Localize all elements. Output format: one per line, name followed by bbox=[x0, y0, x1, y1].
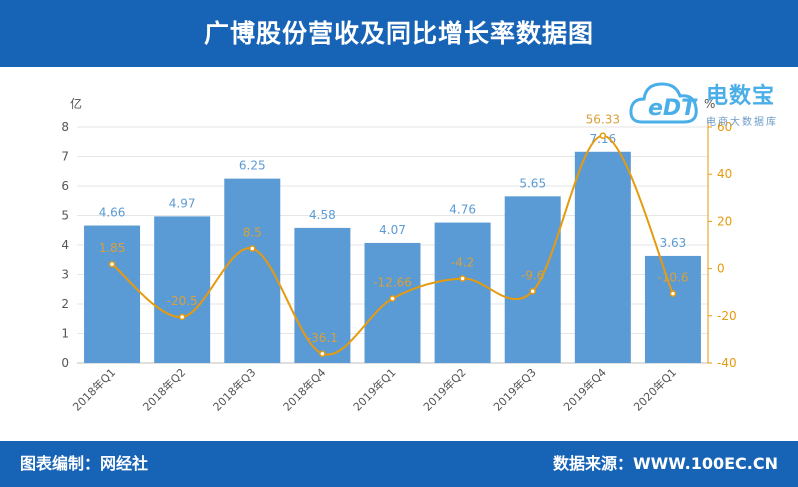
x-tick-label: 2019年Q2 bbox=[420, 365, 469, 414]
revenue-growth-chart: 0 1 2 3 4 5 6 7 8亿 -40 -20 0 20 40 60% 4.66 4.97 6.25 4.58… bbox=[61, 96, 737, 414]
growth-rate-point bbox=[529, 288, 536, 295]
growth-rate-label: -4.2 bbox=[451, 256, 474, 270]
growth-rate-label: -9.6 bbox=[521, 268, 544, 282]
y-tick-label: 5 bbox=[61, 209, 69, 223]
bar bbox=[504, 196, 561, 363]
bar-value-label: 5.65 bbox=[519, 176, 546, 190]
logo-badge: eDT bbox=[648, 96, 697, 121]
y2-tick-label: 60 bbox=[717, 120, 732, 134]
logo-main-text: 电数宝 bbox=[706, 84, 776, 109]
bar bbox=[574, 151, 631, 363]
bar-value-label: 4.66 bbox=[99, 206, 126, 220]
y-tick-label: 1 bbox=[61, 327, 69, 341]
y2-tick-label: 0 bbox=[717, 262, 725, 276]
bar bbox=[84, 225, 141, 363]
y2-tick-label: 20 bbox=[717, 214, 732, 228]
cloud-icon bbox=[629, 82, 698, 124]
y-tick-label: 7 bbox=[61, 150, 69, 164]
y-tick-label: 6 bbox=[61, 179, 69, 193]
growth-rate-point bbox=[108, 260, 116, 268]
growth-rate-point bbox=[389, 295, 396, 302]
x-tick-label: 2018年Q3 bbox=[210, 365, 259, 414]
growth-rate-point bbox=[178, 313, 186, 321]
growth-rate-label: -36.1 bbox=[307, 331, 338, 345]
bar-value-label: 6.25 bbox=[239, 159, 266, 173]
bar-value-label: 4.76 bbox=[449, 203, 476, 217]
x-tick-label: 2018年Q1 bbox=[70, 365, 119, 414]
x-tick-label: 2019年Q1 bbox=[350, 365, 399, 414]
y2-tick-label: -20 bbox=[717, 309, 737, 323]
bar-value-label: 4.07 bbox=[379, 223, 406, 237]
growth-rate-label: 8.5 bbox=[243, 226, 262, 240]
footer-credit: 图表编制：网经社 bbox=[20, 454, 149, 473]
bar-value-label: 4.58 bbox=[309, 208, 336, 222]
bar bbox=[364, 242, 421, 363]
y-tick-label: 4 bbox=[61, 238, 69, 252]
y-tick-label: 8 bbox=[61, 120, 69, 134]
page-title: 广博股份营收及同比增长率数据图 bbox=[203, 19, 594, 48]
header-bar: 广博股份营收及同比增长率数据图 bbox=[0, 0, 798, 67]
y-tick-label: 0 bbox=[61, 356, 69, 370]
y-tick-label: 2 bbox=[61, 297, 69, 311]
footer-source: 数据来源：WWW.100EC.CN bbox=[552, 454, 778, 473]
x-tick-label: 2019年Q3 bbox=[490, 365, 539, 414]
y2-tick-label: 40 bbox=[717, 167, 732, 181]
bar bbox=[434, 222, 491, 363]
x-tick-label: 2020年Q1 bbox=[631, 365, 680, 414]
logo: eDT 电数宝 电商大数据库 bbox=[628, 72, 793, 136]
bar bbox=[224, 178, 281, 363]
growth-rate-point bbox=[319, 350, 326, 358]
y-tick-label: 3 bbox=[61, 268, 69, 282]
growth-rate-label: 1.85 bbox=[99, 241, 126, 255]
bar bbox=[644, 255, 701, 363]
growth-rate-point bbox=[249, 245, 256, 252]
growth-rate-label: -10.6 bbox=[657, 271, 688, 285]
x-tick-label: 2018年Q4 bbox=[280, 365, 329, 414]
growth-rate-point bbox=[599, 132, 607, 139]
growth-rate-line bbox=[111, 134, 674, 356]
bar bbox=[294, 227, 351, 363]
bar bbox=[154, 216, 211, 363]
x-tick-label: 2018年Q2 bbox=[140, 365, 189, 414]
growth-rate-point bbox=[459, 275, 466, 282]
y-axis-unit: 亿 bbox=[70, 96, 82, 111]
y2-tick-label: -40 bbox=[717, 356, 737, 370]
bar-value-label: 4.97 bbox=[169, 196, 196, 210]
bar-value-label: 3.63 bbox=[660, 236, 687, 250]
y2-axis-unit: % bbox=[704, 97, 715, 111]
logo-sub-text: 电商大数据库 bbox=[706, 117, 778, 128]
footer-bar: 图表编制：网经社 数据来源：WWW.100EC.CN bbox=[0, 441, 798, 487]
growth-rate-label: 56.33 bbox=[586, 113, 620, 127]
growth-rate-label: -12.66 bbox=[373, 275, 412, 289]
x-tick-label: 2019年Q4 bbox=[560, 365, 609, 414]
growth-rate-point bbox=[669, 290, 677, 297]
growth-rate-label: -20.5 bbox=[167, 294, 198, 308]
